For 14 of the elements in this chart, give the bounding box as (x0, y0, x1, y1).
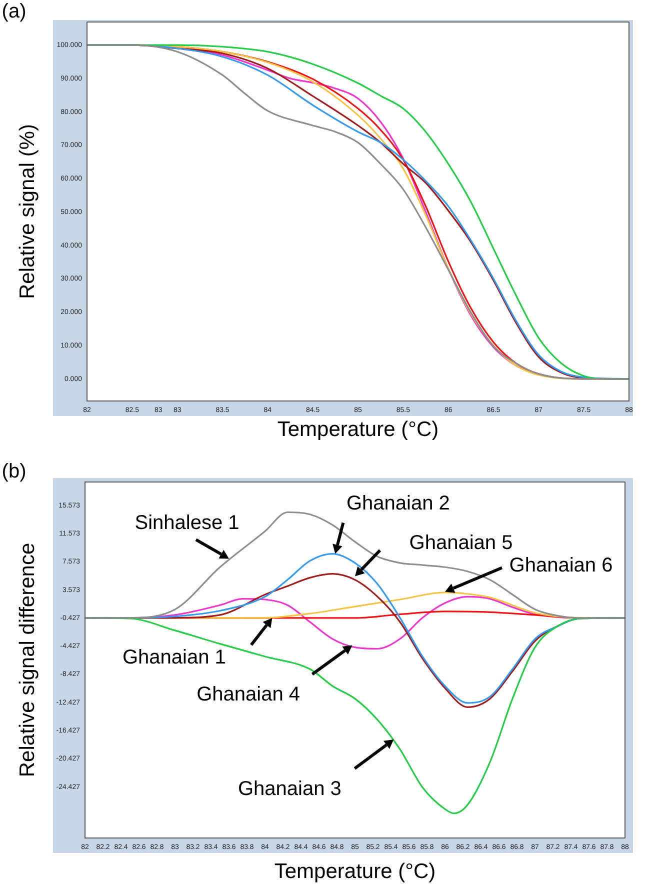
x-axis-title: Temperature (°C) (277, 418, 439, 441)
annotation: Ghanaian 5 (409, 532, 513, 554)
annotation: Ghanaian 4 (196, 684, 300, 706)
line-series (85, 511, 625, 619)
chart-title: (b) (2, 460, 26, 483)
annotation: Ghanaian 2 (346, 492, 450, 514)
y-axis-title: Relative signal difference (16, 542, 39, 778)
x-axis-title: Temperature (°C) (274, 860, 436, 883)
annotation: Sinhalese 1 (134, 512, 240, 534)
annotation: Ghanaian 6 (509, 554, 613, 576)
y-axis-title: Relative signal (%) (16, 124, 39, 300)
annotation: Ghanaian 1 (122, 646, 226, 668)
annotation: Ghanaian 3 (238, 778, 342, 800)
chart-title: (a) (2, 0, 26, 23)
